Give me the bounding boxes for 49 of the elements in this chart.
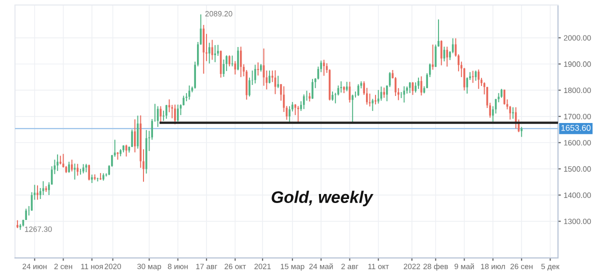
candlestick bbox=[174, 104, 176, 125]
candlestick bbox=[383, 87, 386, 98]
candlestick bbox=[514, 106, 517, 129]
candlestick bbox=[76, 163, 79, 176]
candlestick bbox=[332, 91, 334, 102]
candlestick bbox=[438, 18, 440, 48]
candlestick bbox=[377, 89, 380, 104]
candlestick bbox=[434, 44, 437, 68]
candlestick bbox=[237, 46, 239, 71]
candlestick bbox=[414, 82, 417, 94]
candlestick bbox=[340, 80, 342, 94]
candlestick bbox=[520, 126, 522, 138]
annotation: Gold, weekly bbox=[272, 190, 374, 206]
candlestick bbox=[231, 55, 234, 67]
candlestick bbox=[374, 94, 376, 105]
candlestick bbox=[277, 75, 280, 89]
candlestick bbox=[68, 161, 70, 174]
candlestick bbox=[176, 104, 179, 122]
candlestick bbox=[302, 94, 305, 110]
candlestick bbox=[446, 46, 448, 68]
candlestick bbox=[165, 104, 168, 120]
candlestick bbox=[88, 164, 90, 181]
candlestick bbox=[346, 81, 348, 92]
candlestick bbox=[228, 54, 230, 67]
candlestick bbox=[257, 62, 259, 76]
ref-line-label: 1653.60 bbox=[561, 124, 591, 131]
candlestick bbox=[440, 40, 442, 66]
candlestick bbox=[240, 46, 242, 78]
candlestick bbox=[478, 69, 480, 90]
candlestick bbox=[82, 164, 84, 174]
candlestick bbox=[202, 24, 205, 74]
candlestick bbox=[208, 42, 210, 64]
candlestick bbox=[352, 94, 354, 123]
candlestick bbox=[403, 86, 406, 104]
candlestick bbox=[214, 44, 216, 63]
candlestick bbox=[312, 78, 314, 100]
candlestick bbox=[418, 77, 420, 90]
candlestick bbox=[323, 59, 325, 76]
candlestick bbox=[408, 82, 411, 94]
candlestick bbox=[268, 70, 270, 84]
candlestick bbox=[234, 60, 236, 75]
candlestick bbox=[372, 98, 374, 112]
candlestick bbox=[56, 154, 58, 172]
candlestick bbox=[134, 118, 136, 153]
candlestick bbox=[288, 106, 290, 124]
candlestick bbox=[512, 106, 514, 120]
candlestick bbox=[503, 89, 506, 106]
candlestick bbox=[36, 184, 38, 200]
candlestick bbox=[70, 159, 73, 172]
